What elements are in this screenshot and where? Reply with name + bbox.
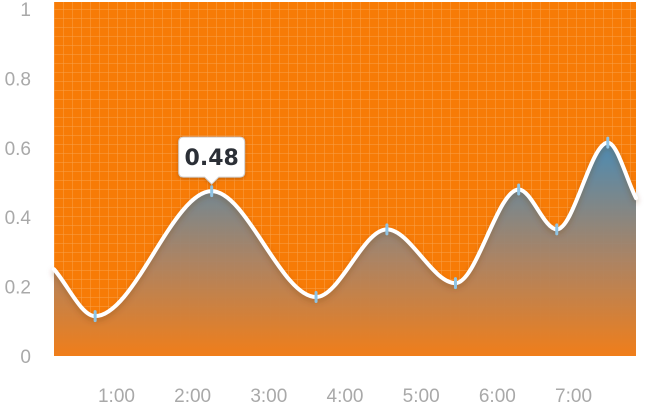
x-tick-label: 7:00 [555, 386, 592, 405]
x-tick-label: 2:00 [174, 386, 211, 405]
x-tick-label: 6:00 [479, 386, 516, 405]
data-markers [93, 136, 610, 323]
data-marker [385, 223, 389, 236]
x-axis: 1:00 2:00 3:00 4:00 5:00 6:00 7:00 [98, 386, 592, 405]
y-tick-label: 0 [20, 347, 31, 368]
data-marker [555, 223, 559, 236]
y-tick-label: 0.4 [5, 208, 32, 229]
tooltip [178, 136, 246, 185]
x-tick-label: 4:00 [327, 386, 364, 405]
data-marker [517, 183, 521, 196]
data-marker [314, 291, 318, 304]
data-marker [453, 277, 457, 290]
x-tick-label: 3:00 [250, 386, 287, 405]
y-axis: 0 0.2 0.4 0.6 0.8 1 [5, 0, 32, 368]
data-marker [210, 185, 214, 198]
y-tick-label: 0.6 [5, 139, 31, 160]
data-marker [93, 310, 97, 323]
x-tick-label: 1:00 [98, 386, 135, 405]
tooltip-box [178, 136, 246, 185]
data-marker [606, 136, 610, 149]
tooltip-label: 0.48 [185, 146, 239, 171]
y-tick-label: 1 [20, 0, 31, 21]
y-tick-label: 0.8 [5, 69, 31, 90]
y-tick-label: 0.2 [5, 278, 31, 299]
series-line [52, 140, 638, 319]
x-tick-label: 5:00 [403, 386, 440, 405]
